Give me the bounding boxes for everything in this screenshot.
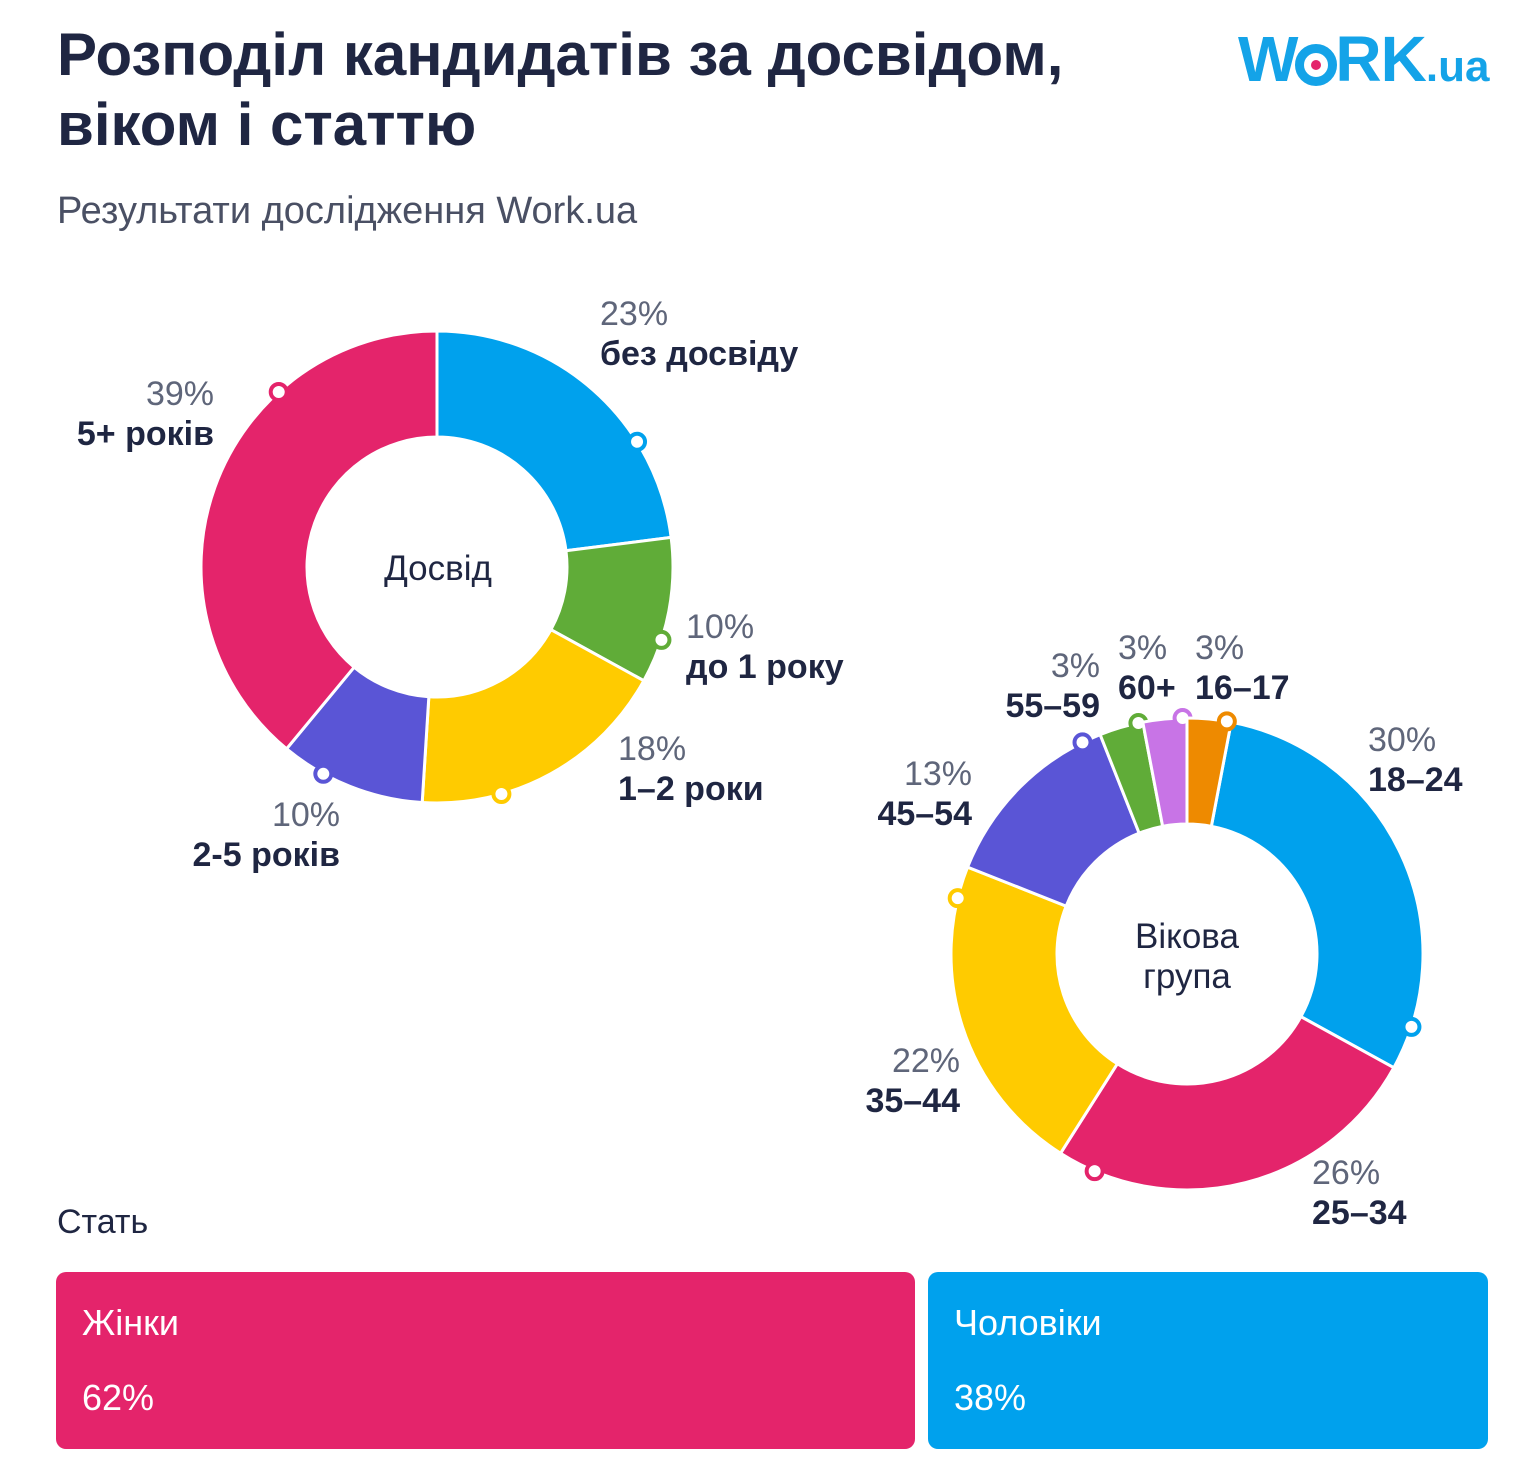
value-label-5-років: 39% [146, 375, 214, 413]
title-line-2: віком і статтю [57, 91, 477, 158]
gender-bar-women: Жінки 62% [56, 1272, 915, 1449]
slice-marker-до-1-року [651, 629, 672, 650]
category-label-2-5-років: 2-5 років [193, 836, 341, 874]
category-label-60: 60+ [1118, 669, 1176, 707]
experience-center-label: Досвід [384, 549, 492, 588]
category-label-25-34: 25–34 [1312, 1194, 1407, 1232]
category-label-55-59: 55–59 [1005, 687, 1100, 725]
value-label-16-17: 3% [1195, 629, 1244, 667]
slice-marker-1-2-роки [491, 784, 512, 805]
value-label-45-54: 13% [904, 755, 972, 793]
value-label-2-5-років: 10% [272, 796, 340, 834]
gender-value-men: 38% [954, 1377, 1027, 1418]
page-title: Розподіл кандидатів за досвідом, віком і… [57, 20, 1063, 160]
value-label-25-34: 26% [1312, 1154, 1380, 1192]
category-label-16-17: 16–17 [1195, 669, 1290, 707]
slice-marker-5-років [268, 381, 289, 402]
slice-1-2-роки [420, 627, 646, 805]
value-label-18-24: 30% [1368, 721, 1436, 759]
category-label-1-2-роки: 1–2 роки [618, 770, 764, 808]
value-label-1-2-роки: 18% [618, 730, 686, 768]
category-label-5-років: 5+ років [77, 415, 214, 453]
slice-marker-16-17 [1216, 711, 1237, 732]
title-line-1: Розподіл кандидатів за досвідом, [57, 21, 1064, 88]
slice-marker-35-44 [947, 888, 968, 909]
gender-value-women: 62% [82, 1377, 155, 1418]
category-label-18-24: 18–24 [1368, 761, 1463, 799]
gender-label-women: Жінки [82, 1302, 179, 1343]
logo-o-icon [1295, 44, 1338, 86]
category-label-35-44: 35–44 [865, 1082, 960, 1120]
value-label-без-досвіду: 23% [600, 295, 668, 333]
age-donut: 30%18–2426%25–3422%35–4413%45–543%55–593… [865, 629, 1462, 1232]
age-center-label-line-2: група [1143, 957, 1231, 996]
value-label-55-59: 3% [1051, 647, 1100, 685]
slice-16-17 [1185, 716, 1233, 829]
value-label-до-1-року: 10% [686, 608, 754, 646]
slice-18-24 [1209, 720, 1425, 1070]
slice-marker-18-24 [1401, 1016, 1422, 1037]
logo-letter-w: W [1238, 23, 1298, 95]
age-center-label-line-1: Вікова [1135, 917, 1239, 956]
category-label-до-1-року: до 1 року [686, 648, 844, 686]
logo-letters-rk: RK [1335, 23, 1426, 95]
gender-label-men: Чоловіки [954, 1302, 1102, 1343]
logo-suffix: .ua [1425, 42, 1490, 91]
category-label-45-54: 45–54 [877, 795, 972, 833]
slice-без-досвіду [435, 329, 673, 553]
slice-marker-45-54 [1072, 732, 1093, 753]
slice-5-років [199, 329, 439, 751]
slice-35-44 [949, 865, 1120, 1156]
page-subtitle: Результати дослідження Work.ua [57, 190, 638, 232]
slice-marker-2-5-років [313, 763, 334, 784]
workua-logo: W RK.ua [1238, 22, 1490, 95]
gender-bar-men: Чоловіки 38% [928, 1272, 1488, 1449]
slice-25-34 [1058, 1014, 1396, 1192]
category-label-без-досвіду: без досвіду [600, 335, 798, 373]
value-label-35-44: 22% [892, 1042, 960, 1080]
slice-marker-25-34 [1084, 1161, 1105, 1182]
slice-marker-без-досвіду [627, 431, 648, 452]
gender-title: Стать [57, 1203, 149, 1241]
value-label-60: 3% [1118, 629, 1167, 667]
